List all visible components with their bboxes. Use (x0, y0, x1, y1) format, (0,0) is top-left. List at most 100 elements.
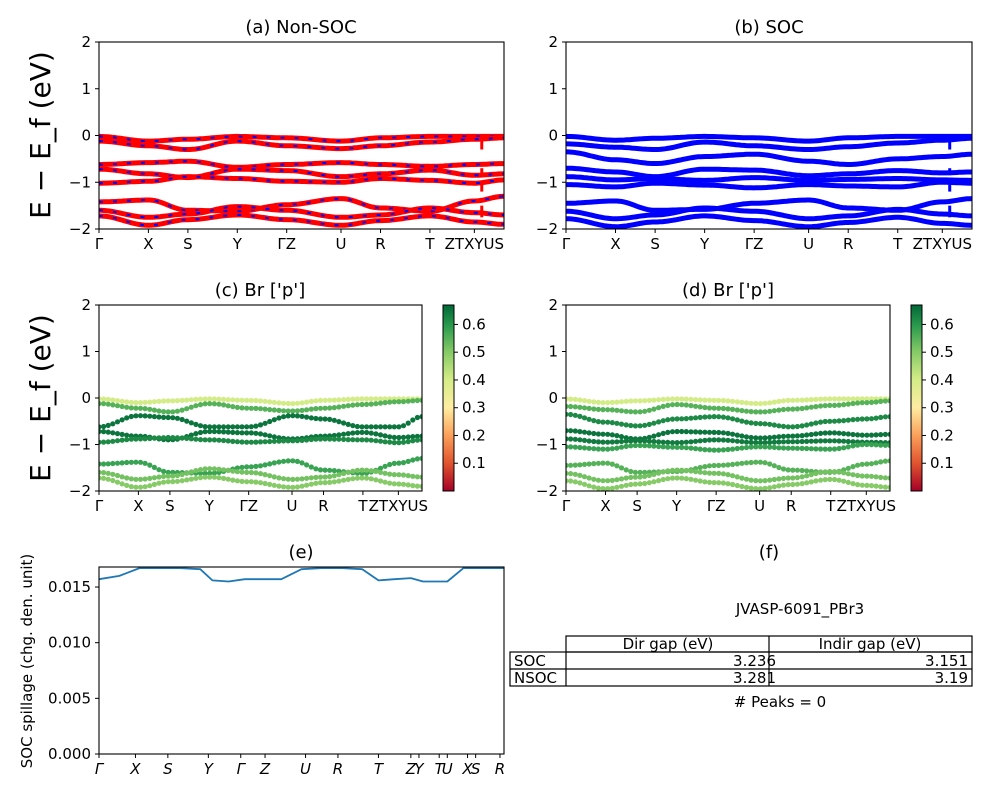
panel-c-point (225, 467, 231, 473)
panel-d-point (637, 481, 643, 487)
panel-d-point (591, 399, 597, 405)
panel-d-point (730, 416, 736, 422)
panel-d-point (887, 484, 890, 490)
panel-a-xtick-label: ΓZ (277, 235, 296, 253)
panel-b-band-line (566, 205, 972, 222)
panel-d-point (642, 438, 648, 444)
panel-c-point (142, 406, 148, 412)
panel-d-point (771, 408, 777, 414)
panel-d-point (776, 445, 782, 451)
panel-d-point (827, 468, 833, 475)
panel-c-point (387, 471, 393, 477)
panel-d-point (665, 444, 671, 450)
panel-d-point (730, 481, 736, 488)
panel-d-point (818, 430, 824, 436)
panel-d-point (804, 422, 810, 428)
panel-c-point (147, 399, 153, 405)
panel-d-point (646, 397, 652, 403)
panel-d-point (771, 399, 777, 405)
panel-d-point (725, 472, 731, 478)
panel-d-point (660, 403, 666, 409)
panel-a-band-line (99, 204, 504, 220)
panel-d-point (674, 467, 680, 473)
panel-c-point (400, 399, 407, 405)
table-row-nsoc-label: NSOC (514, 669, 557, 687)
panel-d-point (822, 396, 828, 402)
panel-d-point (720, 462, 727, 468)
panel-d-point (609, 461, 615, 467)
panel-d-point (669, 467, 676, 473)
panel-d-point (720, 480, 727, 486)
panel-d-point (591, 430, 597, 437)
panel-d-point (804, 405, 810, 411)
panel-c-point (299, 476, 305, 482)
panel-a-xtick-label: Γ (95, 235, 104, 253)
panel-d-point (566, 462, 569, 468)
panel-d-point (831, 430, 838, 436)
panel-d-point (581, 437, 588, 443)
panel-c-point (142, 399, 148, 405)
panel-e-xtick-label: T (435, 760, 446, 778)
panel-c-point (304, 475, 310, 481)
panel-d-point (808, 397, 814, 403)
panel-d-point (632, 398, 639, 404)
panel-c-point (193, 475, 199, 481)
panel-d-point (739, 408, 745, 414)
panel-d-point (748, 444, 754, 450)
panel-d-point (688, 445, 694, 451)
panel-d-point (780, 433, 787, 439)
panel-d-point (595, 446, 602, 452)
panel-b-xtick-label: S (650, 235, 660, 253)
panel-c-point (244, 469, 250, 475)
panel-c-point (377, 432, 384, 438)
panel-c-point (313, 398, 319, 404)
panel-c-point (400, 434, 407, 440)
panel-d-point (702, 404, 708, 411)
panel-d-point (568, 403, 574, 410)
panel-d-point (600, 400, 606, 406)
panel-d-point (600, 431, 606, 437)
panel-d-point (776, 398, 782, 404)
panel-d-point (600, 407, 606, 413)
panel-c-point (419, 455, 422, 461)
panel-d-point (748, 459, 754, 466)
panel-d-point (757, 435, 764, 441)
panel-d-point (665, 476, 671, 482)
panel-c-point (151, 407, 157, 413)
panel-c-point (304, 407, 310, 413)
panel-c-point (257, 431, 264, 437)
panel-d-point (702, 479, 708, 485)
panel-c-point (253, 423, 259, 429)
panel-d-point (841, 402, 847, 408)
panel-d-point (771, 484, 777, 490)
panel-d-point (804, 468, 810, 474)
panel-c-point (128, 436, 134, 442)
panel-d-point (646, 434, 652, 440)
panel-d-colorbar-tick-label: 0.3 (930, 399, 954, 417)
panel-d-point (882, 442, 889, 448)
panel-d-point (637, 474, 643, 480)
panel-a-title: (a) Non-SOC (245, 17, 356, 38)
panel-d-point (632, 423, 639, 429)
panel-d-point (637, 423, 643, 429)
panel-d-point (683, 416, 689, 422)
panel-c-point (308, 475, 314, 481)
panel-c-point (133, 459, 139, 465)
panel-c-point (267, 433, 273, 439)
panel-d-point (595, 399, 602, 405)
panel-d-point (702, 397, 708, 403)
panel-d-point (827, 476, 833, 482)
panel-c-point (391, 460, 397, 466)
panel-d-point (595, 460, 602, 466)
panel-d-point (660, 469, 666, 475)
panel-d-point (637, 469, 643, 475)
panel-c-point (253, 405, 259, 411)
panel-d-point (743, 400, 750, 406)
panel-c-point (281, 458, 287, 464)
panel-c-point (101, 439, 107, 445)
panel-c-point (368, 476, 374, 482)
panel-c-point (294, 438, 300, 444)
panel-c-point (147, 483, 153, 489)
panel-c-point (414, 483, 420, 489)
panel-d-point (845, 479, 851, 485)
